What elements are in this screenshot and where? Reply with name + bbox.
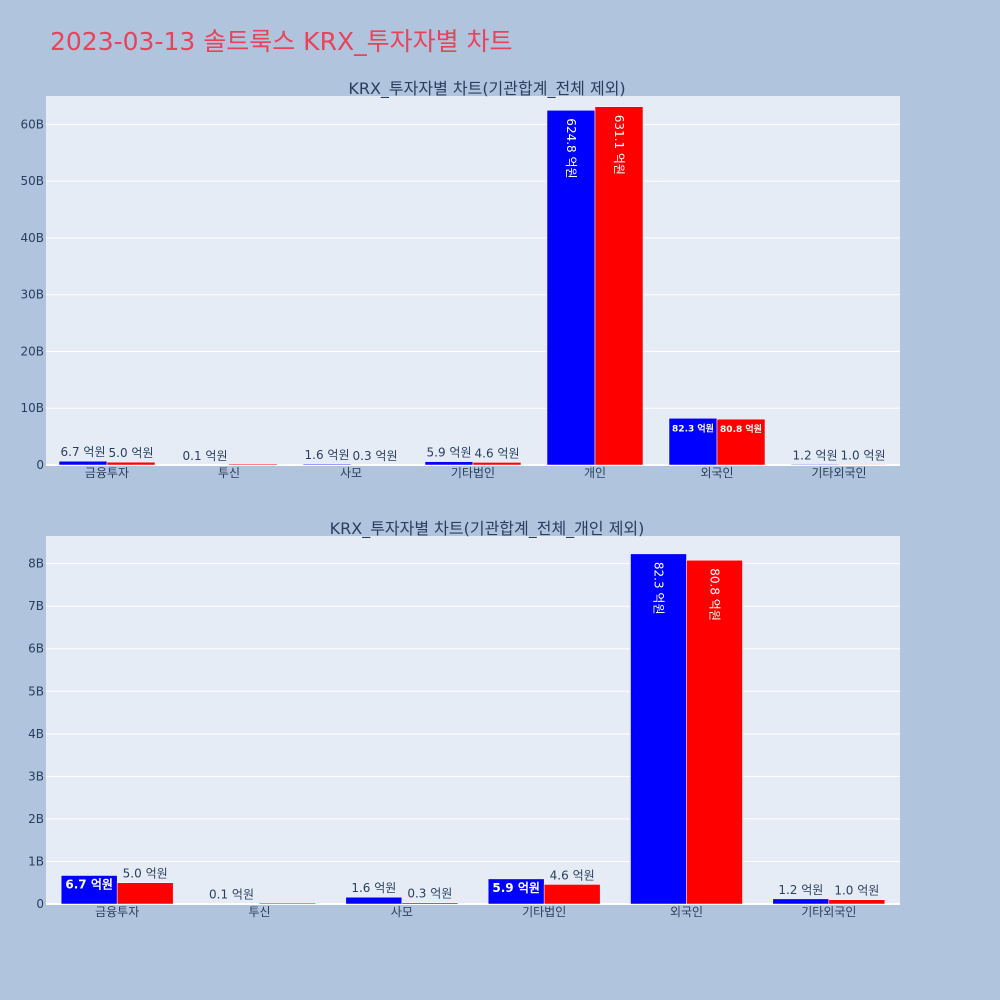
bar	[594, 106, 644, 466]
data-label: 4.6 억원	[550, 868, 595, 882]
x-tick-label: 기타외국인	[811, 466, 866, 480]
data-label: 5.9 억원	[427, 446, 472, 460]
data-label: 82.3 억원	[651, 562, 665, 615]
bar	[790, 464, 840, 466]
x-tick-label: 외국인	[670, 905, 703, 919]
x-tick-label: 금융투자	[85, 466, 129, 480]
x-tick-label: 기타외국인	[801, 905, 856, 919]
y-tick-label: 3B	[28, 769, 44, 783]
x-tick-label: 기타법인	[451, 466, 495, 480]
bar	[259, 903, 316, 904]
bar	[828, 899, 886, 905]
x-tick-label: 사모	[340, 466, 362, 480]
y-tick-label: 1B	[28, 854, 44, 868]
data-label: 5.0 억원	[109, 446, 154, 460]
bar	[60, 875, 118, 905]
data-label: 1.0 억원	[834, 884, 879, 898]
bar	[401, 902, 459, 905]
data-label: 0.3 억원	[353, 449, 398, 463]
bar	[116, 882, 174, 905]
data-label: 6.7 억원	[61, 445, 106, 459]
bar	[772, 898, 830, 905]
bar	[58, 460, 108, 466]
x-tick-label: 금융투자	[95, 905, 139, 919]
bar	[838, 464, 888, 466]
y-tick-label: 50B	[20, 174, 44, 188]
plot-area-1	[46, 96, 900, 465]
data-label: 80.8 억원	[707, 568, 721, 621]
plot-area-2	[46, 536, 900, 904]
x-tick-label: 투신	[248, 905, 270, 919]
y-tick-label: 2B	[28, 812, 44, 826]
data-label: 4.6 억원	[475, 446, 520, 460]
y-tick-label: 30B	[20, 288, 44, 302]
data-label: 5.0 억원	[123, 867, 168, 881]
chart-title-1: KRX_투자자별 차트(기관합계_전체 제외)	[348, 79, 625, 99]
data-label: 0.3 억원	[407, 887, 452, 901]
y-tick-label: 0	[36, 458, 44, 472]
data-label: 0.1 억원	[183, 449, 228, 463]
bar	[472, 462, 522, 466]
bar	[686, 559, 743, 905]
bar	[229, 464, 277, 465]
bar	[203, 903, 260, 905]
y-tick-label: 6B	[28, 642, 44, 656]
y-tick-label: 10B	[20, 401, 44, 415]
data-label: 5.9 억원	[492, 881, 540, 895]
data-label: 6.7 억원	[65, 877, 113, 891]
data-label: 624.8 억원	[564, 118, 578, 178]
y-tick-label: 20B	[20, 344, 44, 358]
bar	[180, 464, 230, 466]
x-tick-label: 개인	[584, 466, 606, 480]
y-tick-label: 8B	[28, 557, 44, 571]
bar	[546, 110, 596, 466]
data-label: 1.6 억원	[305, 448, 350, 462]
data-label: 1.6 억원	[351, 881, 396, 895]
chart-title-2: KRX_투자자별 차트(기관합계_전체_개인 제외)	[330, 519, 645, 539]
bar	[543, 884, 601, 905]
data-label: 0.1 억원	[209, 888, 254, 902]
bar	[345, 896, 403, 905]
bar	[668, 418, 718, 466]
x-tick-label: 사모	[391, 905, 413, 919]
bar	[302, 463, 352, 466]
y-tick-label: 5B	[28, 684, 44, 698]
y-tick-label: 7B	[28, 599, 44, 613]
y-tick-label: 40B	[20, 231, 44, 245]
data-label: 82.3 억원	[672, 422, 714, 434]
bar	[424, 461, 474, 466]
y-tick-label: 4B	[28, 727, 44, 741]
y-tick-label: 60B	[20, 117, 44, 131]
x-tick-label: 외국인	[700, 466, 733, 480]
bar	[350, 464, 400, 466]
page-title: 2023-03-13 솔트룩스 KRX_투자자별 차트	[50, 27, 513, 56]
x-tick-label: 투신	[218, 466, 240, 480]
data-label: 1.0 억원	[841, 448, 886, 462]
x-tick-label: 기타법인	[522, 905, 566, 919]
data-label: 631.1 억원	[612, 115, 626, 175]
data-label: 80.8 억원	[720, 423, 762, 435]
data-label: 1.2 억원	[778, 883, 823, 897]
bar	[106, 461, 156, 466]
y-tick-label: 0	[36, 897, 44, 911]
bar	[487, 878, 545, 905]
data-label: 1.2 억원	[793, 448, 838, 462]
bar	[716, 418, 766, 466]
bar	[630, 553, 687, 905]
